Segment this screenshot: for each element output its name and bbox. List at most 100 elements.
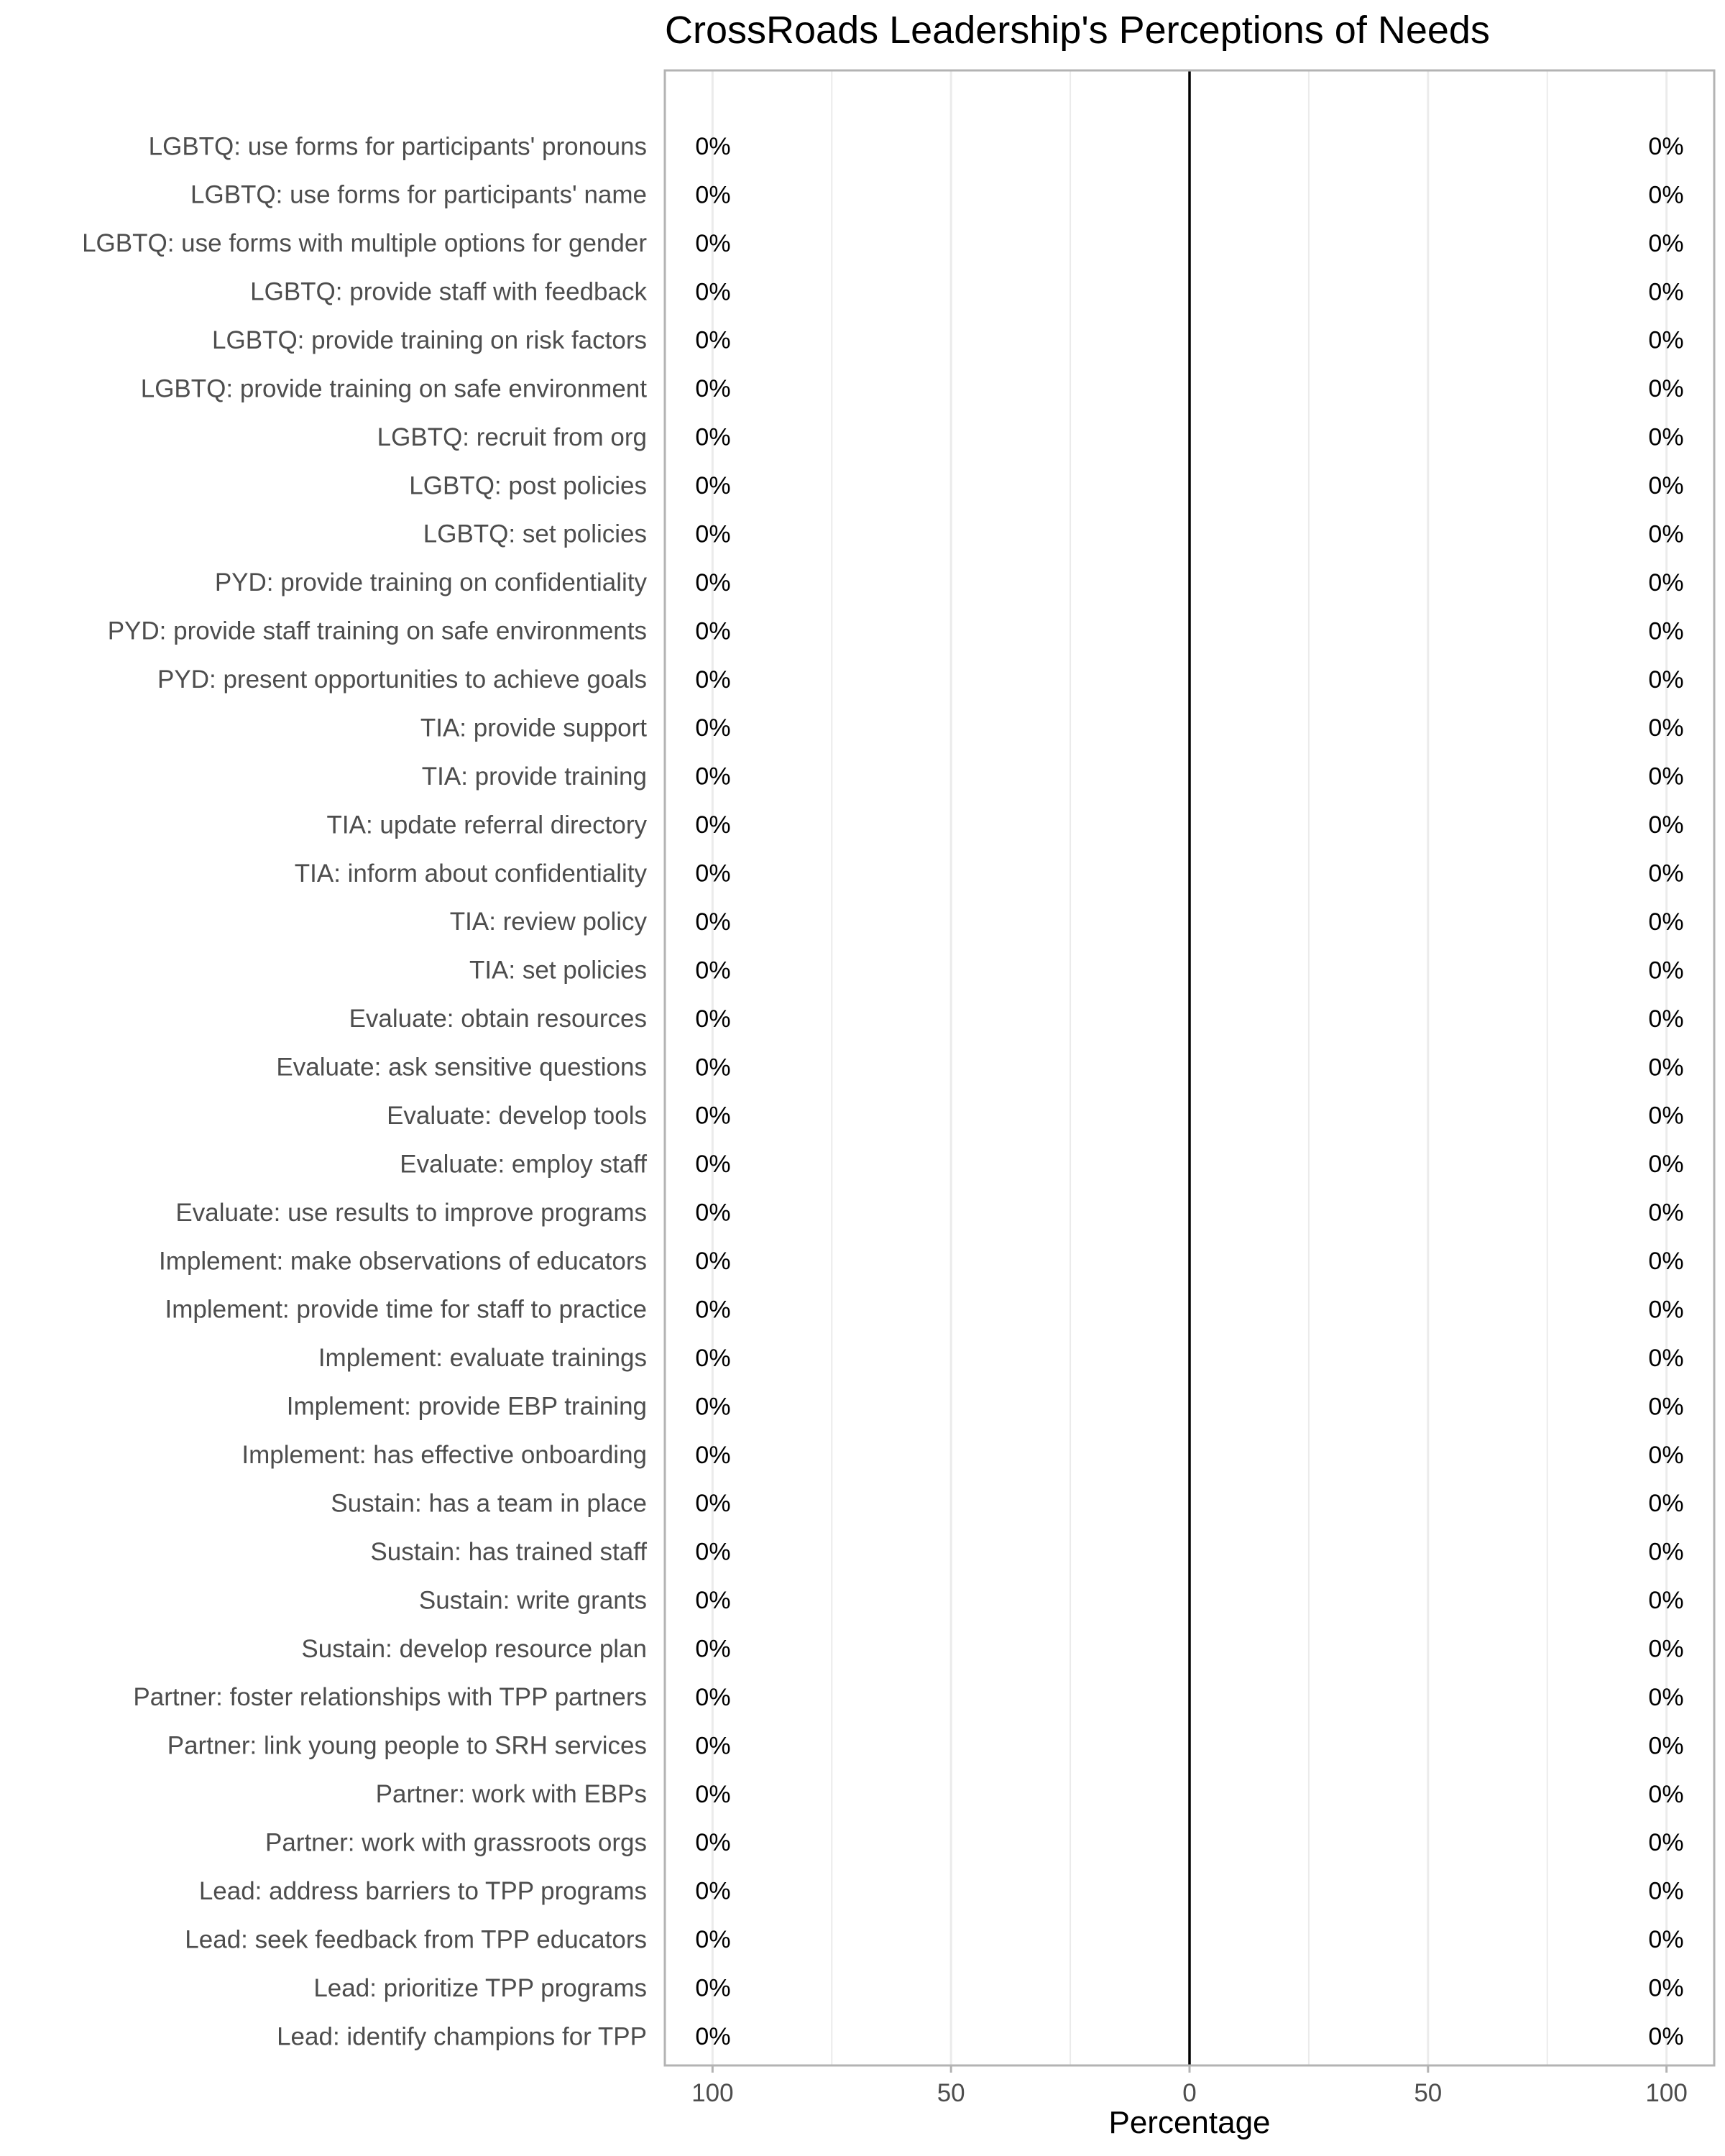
data-label-right: 0% xyxy=(1648,666,1683,694)
data-label-left: 0% xyxy=(695,1878,730,1905)
category-label: Lead: identify champions for TPP xyxy=(277,2022,647,2050)
data-label-left: 0% xyxy=(695,278,730,305)
data-label-right: 0% xyxy=(1648,1490,1683,1517)
data-label-right: 0% xyxy=(1648,908,1683,936)
category-label: Evaluate: develop tools xyxy=(387,1102,647,1130)
data-label-left: 0% xyxy=(695,908,730,936)
data-label-right: 0% xyxy=(1648,1102,1683,1130)
data-label-right: 0% xyxy=(1648,472,1683,499)
data-label-right: 0% xyxy=(1648,1296,1683,1323)
data-label-right: 0% xyxy=(1648,278,1683,305)
category-label: LGBTQ: recruit from org xyxy=(377,423,647,451)
data-label-right: 0% xyxy=(1648,763,1683,791)
data-label-left: 0% xyxy=(695,1975,730,2002)
data-label-right: 0% xyxy=(1648,957,1683,984)
data-label-left: 0% xyxy=(695,1732,730,1759)
category-label: LGBTQ: use forms for participants' prono… xyxy=(149,132,647,160)
data-label-right: 0% xyxy=(1648,1005,1683,1033)
data-label-right: 0% xyxy=(1648,1539,1683,1566)
data-label-right: 0% xyxy=(1648,230,1683,257)
category-label: Sustain: has a team in place xyxy=(331,1489,647,1517)
category-label: Partner: foster relationships with TPP p… xyxy=(133,1683,647,1711)
data-label-left: 0% xyxy=(695,860,730,888)
data-label-left: 0% xyxy=(695,763,730,791)
x-tick-label: 100 xyxy=(1645,2079,1687,2107)
category-label: LGBTQ: provide staff with feedback xyxy=(250,278,647,306)
data-label-left: 0% xyxy=(695,1296,730,1323)
data-label-right: 0% xyxy=(1648,1829,1683,1856)
data-label-right: 0% xyxy=(1648,424,1683,451)
data-label-left: 0% xyxy=(695,520,730,548)
category-label: Partner: link young people to SRH servic… xyxy=(167,1732,647,1760)
category-label: TIA: provide support xyxy=(420,714,647,742)
category-label: Evaluate: ask sensitive questions xyxy=(276,1054,647,1082)
data-label-right: 0% xyxy=(1648,327,1683,354)
category-label: TIA: inform about confidentiality xyxy=(295,860,648,888)
data-label-left: 0% xyxy=(695,424,730,451)
data-label-right: 0% xyxy=(1648,811,1683,839)
data-labels: 0% 0% 0% 0% 0% 0% 0% 0% 0% 0% 0% 0% 0% 0% 0% 0% 0% 0% 0% 0%… xyxy=(695,133,1683,2050)
data-label-left: 0% xyxy=(695,1781,730,1808)
x-axis-title: Percentage xyxy=(1108,2105,1270,2140)
category-label: LGBTQ: provide training on risk factors xyxy=(212,326,647,354)
data-label-left: 0% xyxy=(695,230,730,257)
data-label-left: 0% xyxy=(695,1151,730,1178)
category-label: Implement: provide time for staff to pra… xyxy=(165,1296,647,1324)
data-label-right: 0% xyxy=(1648,1248,1683,1275)
category-label: PYD: present opportunities to achieve go… xyxy=(157,665,647,694)
category-label: LGBTQ: use forms for participants' name xyxy=(190,181,647,209)
category-label: Implement: make observations of educator… xyxy=(159,1247,647,1275)
data-label-right: 0% xyxy=(1648,1975,1683,2002)
category-label: Sustain: has trained staff xyxy=(370,1538,647,1566)
x-axis-ticks: 100 50 0 50 100 xyxy=(691,2065,1688,2107)
x-tick-label: 0 xyxy=(1182,2079,1196,2107)
data-label-right: 0% xyxy=(1648,714,1683,742)
category-label: TIA: provide training xyxy=(422,763,647,791)
data-label-left: 0% xyxy=(695,1199,730,1227)
data-label-left: 0% xyxy=(695,1539,730,1566)
data-label-left: 0% xyxy=(695,133,730,160)
data-label-left: 0% xyxy=(695,472,730,499)
x-tick-label: 100 xyxy=(691,2079,733,2107)
data-label-left: 0% xyxy=(695,811,730,839)
category-label: Lead: prioritize TPP programs xyxy=(313,1974,647,2002)
category-label: TIA: set policies xyxy=(469,957,647,985)
data-label-right: 0% xyxy=(1648,1781,1683,1808)
data-label-left: 0% xyxy=(695,617,730,645)
data-label-left: 0% xyxy=(695,1393,730,1420)
category-label: LGBTQ: post policies xyxy=(409,471,647,499)
data-label-right: 0% xyxy=(1648,1684,1683,1711)
category-label: Evaluate: obtain resources xyxy=(349,1005,647,1033)
data-label-right: 0% xyxy=(1648,1151,1683,1178)
data-label-left: 0% xyxy=(695,1587,730,1614)
category-label: Implement: evaluate trainings xyxy=(318,1344,647,1372)
data-label-right: 0% xyxy=(1648,1732,1683,1759)
category-label: Sustain: develop resource plan xyxy=(301,1635,647,1663)
category-label: PYD: provide training on confidentiality xyxy=(215,568,648,596)
data-label-left: 0% xyxy=(695,569,730,596)
category-label: Partner: work with grassroots orgs xyxy=(265,1829,647,1857)
data-label-left: 0% xyxy=(695,1684,730,1711)
category-label: TIA: update referral directory xyxy=(327,811,648,839)
category-label: LGBTQ: provide training on safe environm… xyxy=(141,374,648,402)
data-label-left: 0% xyxy=(695,1926,730,1953)
data-label-right: 0% xyxy=(1648,133,1683,160)
data-label-left: 0% xyxy=(695,666,730,694)
data-label-left: 0% xyxy=(695,327,730,354)
category-label: Evaluate: employ staff xyxy=(400,1150,647,1178)
data-label-right: 0% xyxy=(1648,181,1683,208)
data-label-left: 0% xyxy=(695,957,730,984)
category-label: Sustain: write grants xyxy=(419,1586,647,1614)
data-label-right: 0% xyxy=(1648,860,1683,888)
category-label: Evaluate: use results to improve program… xyxy=(175,1199,647,1227)
category-labels: LGBTQ: use forms for participants' prono… xyxy=(82,132,647,2050)
category-label: Implement: has effective onboarding xyxy=(242,1441,647,1469)
category-label: Partner: work with EBPs xyxy=(376,1780,647,1808)
data-label-right: 0% xyxy=(1648,1635,1683,1662)
data-label-left: 0% xyxy=(695,1248,730,1275)
data-label-left: 0% xyxy=(695,1054,730,1081)
data-label-right: 0% xyxy=(1648,375,1683,402)
chart-title: CrossRoads Leadership's Perceptions of N… xyxy=(665,9,1490,52)
data-label-left: 0% xyxy=(695,1005,730,1033)
